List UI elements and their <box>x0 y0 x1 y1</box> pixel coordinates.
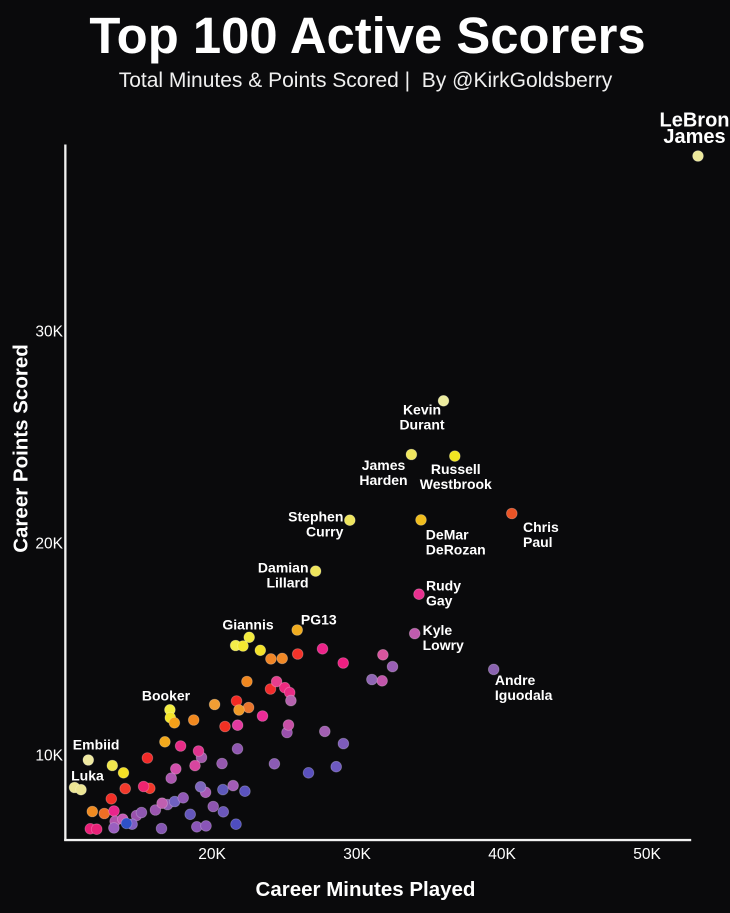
svg-text:30K: 30K <box>35 324 63 341</box>
svg-text:Career Minutes Played: Career Minutes Played <box>256 878 476 901</box>
svg-text:PG13: PG13 <box>301 612 337 628</box>
svg-text:50K: 50K <box>633 846 661 863</box>
svg-text:Booker: Booker <box>142 688 191 704</box>
svg-text:20K: 20K <box>35 536 63 553</box>
svg-text:20K: 20K <box>198 846 226 863</box>
svg-text:40K: 40K <box>488 846 516 863</box>
svg-text:Embiid: Embiid <box>73 737 120 753</box>
svg-text:Giannis: Giannis <box>222 617 274 633</box>
svg-text:Career Points Scored: Career Points Scored <box>10 344 33 553</box>
svg-text:10K: 10K <box>35 748 63 765</box>
svg-text:Top 100 Active Scorers: Top 100 Active Scorers <box>89 7 645 64</box>
svg-text:30K: 30K <box>343 846 371 863</box>
svg-text:Luka: Luka <box>71 767 104 783</box>
svg-text:Total Minutes & Points Scored: Total Minutes & Points Scored | By @Kirk… <box>119 69 613 92</box>
